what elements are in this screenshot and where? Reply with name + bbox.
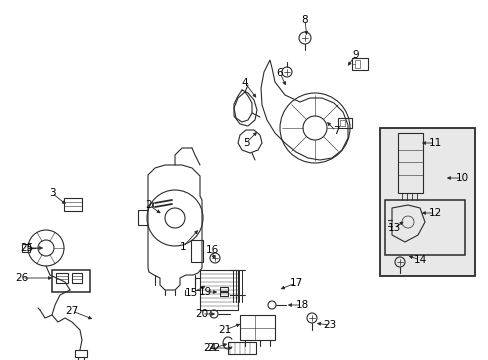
Bar [220,292,227,296]
Text: 22: 22 [207,343,220,353]
Bar [75,350,87,357]
Bar [351,58,367,70]
Bar [200,270,238,310]
Text: 10: 10 [454,173,468,183]
Text: 2: 2 [145,200,152,210]
Text: 16: 16 [205,245,218,255]
Text: 20: 20 [195,309,208,319]
Bar [240,315,274,340]
Text: 13: 13 [386,223,400,233]
Text: 5: 5 [242,138,249,148]
Text: 9: 9 [352,50,359,60]
Bar [384,200,464,255]
Text: 3: 3 [49,188,55,198]
Text: 14: 14 [412,255,426,265]
Bar [64,198,82,211]
Bar [191,240,203,262]
Text: 21: 21 [218,325,231,335]
Bar [339,120,345,126]
Bar [227,342,256,354]
Text: 6: 6 [276,68,283,78]
Text: 4: 4 [241,78,248,88]
Bar [72,273,82,283]
Text: 7: 7 [332,126,339,136]
Bar [337,118,351,128]
Bar [22,244,30,252]
Bar [56,273,68,283]
Text: 11: 11 [427,138,441,148]
Text: 1: 1 [179,242,186,252]
Text: 26: 26 [15,273,29,283]
Bar [379,128,474,276]
Text: 24: 24 [203,343,216,353]
Bar [397,133,422,193]
Text: 23: 23 [323,320,336,330]
Text: 27: 27 [65,306,79,316]
Text: 15: 15 [184,288,197,298]
Text: 17: 17 [289,278,302,288]
Bar [52,270,90,292]
Text: 18: 18 [295,300,308,310]
Text: 19: 19 [198,287,211,297]
Bar [354,60,359,68]
Bar [220,287,227,291]
Text: 25: 25 [20,243,34,253]
Text: 8: 8 [301,15,307,25]
Text: 12: 12 [427,208,441,218]
